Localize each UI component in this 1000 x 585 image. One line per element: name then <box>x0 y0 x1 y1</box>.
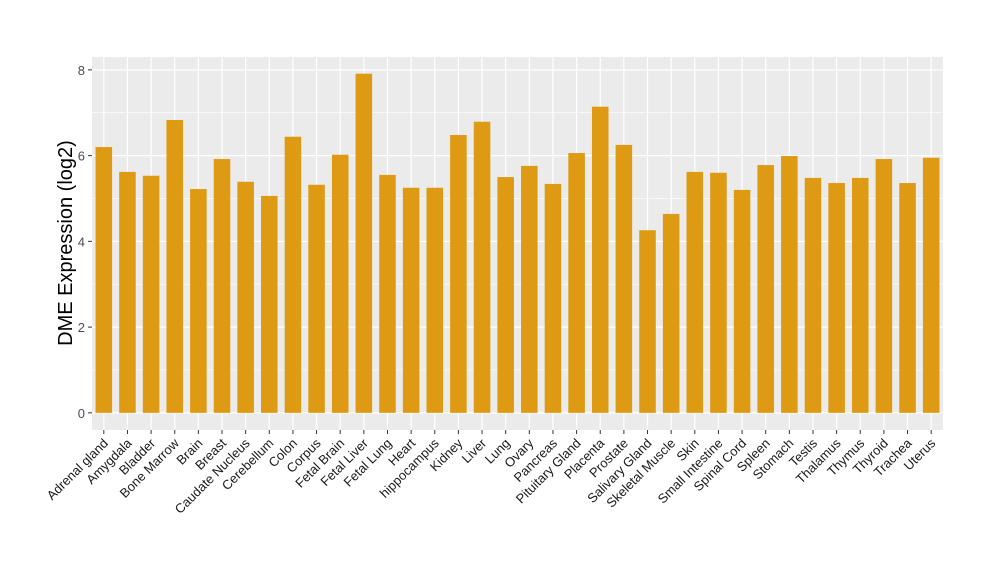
bar-stomach <box>781 156 798 413</box>
bar-prostate <box>615 144 633 413</box>
bar-lung <box>497 177 514 413</box>
bar-cerebellum <box>261 195 278 413</box>
bar-pituitary-gland <box>568 153 585 413</box>
bar-bone-marrow <box>166 120 184 413</box>
bar-placenta <box>591 106 609 413</box>
bar-amygdala <box>119 171 136 413</box>
bar-salivary-gland <box>639 230 656 413</box>
y-tick-label: 4 <box>78 234 85 249</box>
bar-fetal-brain <box>331 154 349 413</box>
bar-caudate-nucleus <box>237 181 254 413</box>
y-tick-label: 0 <box>78 406 85 421</box>
bar-thalamus <box>828 183 845 413</box>
y-tick-label: 8 <box>78 63 85 78</box>
bar-fetal-liver <box>355 73 373 413</box>
bar-colon <box>284 136 302 413</box>
bar-fetal-lung <box>379 174 396 413</box>
bar-corpus <box>308 184 325 413</box>
bar-skin <box>686 171 704 413</box>
bar-pancreas <box>544 183 562 413</box>
bar-heart <box>402 187 420 413</box>
y-tick-label: 2 <box>78 320 85 335</box>
bar-kidney <box>450 135 467 413</box>
bar-skeletal-muscle <box>662 213 680 413</box>
plot-panel <box>92 57 943 430</box>
x-tick-label: Liver <box>459 435 490 466</box>
bar-breast <box>213 159 231 413</box>
bars <box>95 73 940 413</box>
y-tick-label: 6 <box>78 149 85 164</box>
bar-trachea <box>899 183 916 413</box>
bar-hippocampus <box>426 187 444 413</box>
bar-thymus <box>851 177 869 413</box>
bar-brain <box>190 189 207 413</box>
bar-spinal-cord <box>733 189 751 413</box>
y-axis: 0 2 4 6 8 <box>78 63 92 421</box>
bar-bladder <box>142 175 160 413</box>
bar-liver <box>473 121 491 413</box>
y-axis-label: DME Expression (log2) <box>55 140 77 346</box>
bar-thyroid <box>875 159 893 413</box>
bar-testis <box>804 177 822 413</box>
bar-small-intestine <box>710 172 727 413</box>
bar-ovary <box>521 165 538 413</box>
bar-adrenal-gland <box>95 147 113 413</box>
bar-spleen <box>757 165 774 413</box>
bar-uterus <box>922 157 940 413</box>
